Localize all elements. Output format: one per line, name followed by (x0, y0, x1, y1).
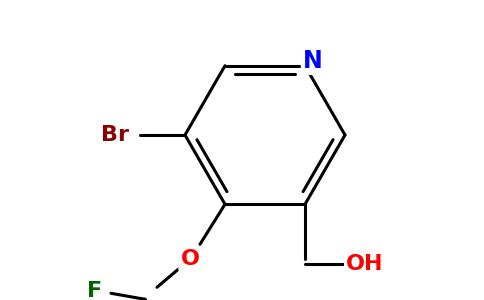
Text: OH: OH (346, 254, 384, 274)
Text: Br: Br (101, 125, 129, 145)
Text: O: O (181, 249, 199, 269)
Text: F: F (88, 281, 103, 300)
Text: N: N (303, 49, 323, 73)
